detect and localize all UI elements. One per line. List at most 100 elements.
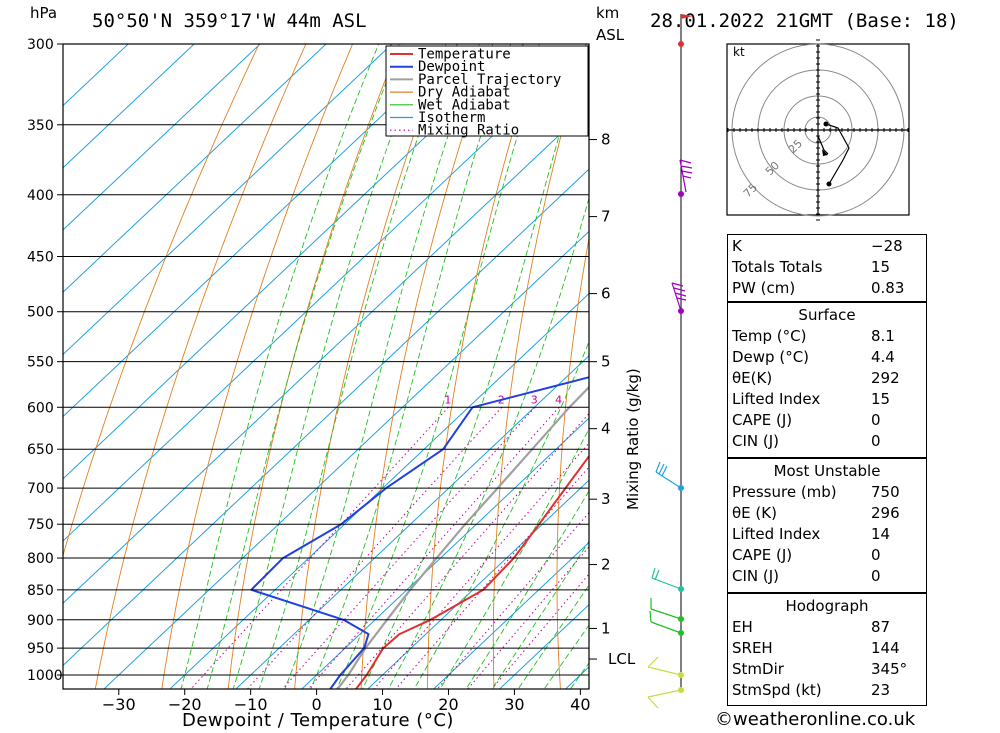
stat-value: −28 bbox=[871, 237, 903, 255]
surface-title: Surface bbox=[798, 306, 856, 324]
wet-adiabat-line bbox=[180, 44, 380, 689]
mixing-ratio-line bbox=[395, 466, 589, 689]
stat-label: SREH bbox=[732, 639, 773, 657]
stat-label: StmDir bbox=[732, 660, 784, 678]
stat-row: CIN (J) 0 bbox=[728, 566, 926, 587]
pressure-tick-label: 300 bbox=[27, 37, 54, 53]
surface-box: Surface Temp (°C) 8.1 Dewp (°C) 4.4 θE(K) 292 L… bbox=[727, 302, 927, 458]
wet-adiabat-line bbox=[361, 44, 587, 689]
wet-adiabat-line bbox=[491, 540, 589, 689]
hodograph-stats-box: Hodograph EH 87 SREH 144 StmDir 345° StmSpd (kt… bbox=[727, 593, 927, 706]
wind-barb bbox=[674, 292, 687, 297]
stat-label: CAPE (J) bbox=[732, 411, 793, 429]
x-tick-label: 40 bbox=[570, 695, 590, 714]
dry-adiabat-line bbox=[94, 44, 307, 689]
dry-adiabat-line bbox=[556, 236, 589, 689]
most-unstable-title: Most Unstable bbox=[773, 462, 881, 480]
isotherm-line bbox=[63, 44, 64, 45]
wind-level-dot bbox=[678, 41, 684, 47]
stat-row: Totals Totals 15 bbox=[728, 257, 926, 278]
dry-adiabat-line bbox=[227, 44, 400, 689]
legend-label: Dry Adiabat bbox=[418, 85, 511, 101]
pressure-tick-label: 700 bbox=[27, 481, 54, 497]
pressure-tick-label: 350 bbox=[27, 118, 54, 134]
isotherm-line bbox=[432, 541, 589, 689]
stat-value: 0 bbox=[871, 567, 881, 585]
km-tick-label: 8 bbox=[601, 131, 611, 149]
wind-barb bbox=[681, 170, 693, 174]
wind-profile bbox=[647, 14, 693, 709]
stat-value: 292 bbox=[871, 369, 900, 387]
stat-row: θE (K) 296 bbox=[728, 503, 926, 524]
pressure-tick-label: 650 bbox=[27, 442, 54, 458]
mixing-ratio-tick-label: 3 bbox=[531, 393, 538, 406]
wet-adiabat-line bbox=[336, 44, 547, 689]
wet-adiabat-line bbox=[465, 490, 589, 689]
wet-adiabat-line bbox=[206, 44, 402, 689]
mixing-ratio-line bbox=[491, 573, 589, 689]
wind-barb bbox=[676, 297, 687, 301]
stat-value: 750 bbox=[871, 483, 900, 501]
x-tick-label: 30 bbox=[504, 695, 524, 714]
dry-adiabat-line bbox=[953, 0, 1000, 725]
stat-label: θE (K) bbox=[732, 504, 777, 522]
km-tick-label: 1 bbox=[601, 619, 611, 637]
stat-row: Lifted Index 15 bbox=[728, 389, 926, 410]
mixing-ratio-line bbox=[373, 442, 589, 689]
wind-barb bbox=[671, 282, 684, 287]
stat-label: Dewp (°C) bbox=[732, 348, 810, 366]
stat-label: CIN (J) bbox=[732, 567, 780, 585]
stat-row: EH 87 bbox=[728, 617, 926, 638]
dry-adiabat-line bbox=[619, 0, 705, 725]
pressure-tick-label: 400 bbox=[27, 188, 54, 204]
dry-adiabat-line bbox=[492, 44, 587, 689]
pressure-tick-label: 550 bbox=[27, 355, 54, 371]
stat-label: K bbox=[732, 237, 742, 255]
pressure-tick-label: 850 bbox=[27, 583, 54, 599]
stat-value: 23 bbox=[871, 681, 891, 699]
wind-barb bbox=[680, 165, 693, 169]
wind-barb bbox=[682, 175, 692, 179]
stat-label: EH bbox=[732, 618, 753, 636]
mixing-ratio-tick-label: 20 bbox=[705, 393, 719, 406]
isotherm-line bbox=[63, 106, 589, 604]
wind-barb bbox=[647, 696, 659, 709]
stat-row: StmDir 345° bbox=[728, 659, 926, 680]
stat-row: Pressure (mb) 750 bbox=[728, 482, 926, 503]
copyright[interactable]: ©weatheronline.co.uk bbox=[715, 709, 916, 730]
wind-barb bbox=[647, 656, 659, 668]
wind-barb bbox=[650, 621, 682, 634]
legend-label: Mixing Ratio bbox=[418, 123, 519, 139]
isotherm-line bbox=[63, 44, 195, 169]
dry-adiabat-line bbox=[161, 44, 354, 689]
km-tick-label: 4 bbox=[601, 420, 611, 438]
mixing-ratio-line bbox=[190, 406, 449, 689]
stat-value: 345° bbox=[871, 660, 908, 678]
hodograph-stats-title: Hodograph bbox=[785, 597, 869, 615]
unit-hpa-label: hPa bbox=[30, 4, 58, 22]
mixing-ratio-tick-label: 8 bbox=[617, 393, 624, 406]
wind-barb bbox=[673, 287, 686, 292]
x-tick-label: −30 bbox=[102, 695, 136, 714]
wind-barb bbox=[651, 577, 682, 590]
x-tick-label: −20 bbox=[168, 695, 202, 714]
legend-label: Isotherm bbox=[418, 110, 485, 126]
wind-barb bbox=[651, 567, 656, 579]
stat-row: PW (cm) 0.83 bbox=[728, 278, 926, 299]
stat-value: 0 bbox=[871, 411, 881, 429]
km-tick-label: 5 bbox=[601, 353, 611, 371]
stat-value: 15 bbox=[871, 258, 891, 276]
wind-barb bbox=[671, 282, 682, 312]
datetime-title: 28.01.2022 21GMT (Base: 18) bbox=[650, 10, 959, 32]
pressure-tick-label: 500 bbox=[27, 305, 54, 321]
stat-label: Pressure (mb) bbox=[732, 483, 837, 501]
mixing-ratio-axis-label: Mixing Ratio (g/kg) bbox=[624, 368, 642, 510]
parcel-trajectory-line bbox=[336, 385, 589, 689]
km-tick-label: 7 bbox=[601, 208, 611, 226]
stat-row: Dewp (°C) 4.4 bbox=[728, 347, 926, 368]
stat-row: CIN (J) 0 bbox=[728, 431, 926, 452]
stat-value: 15 bbox=[871, 390, 891, 408]
mixing-ratio-tick-label: 4 bbox=[555, 393, 562, 406]
